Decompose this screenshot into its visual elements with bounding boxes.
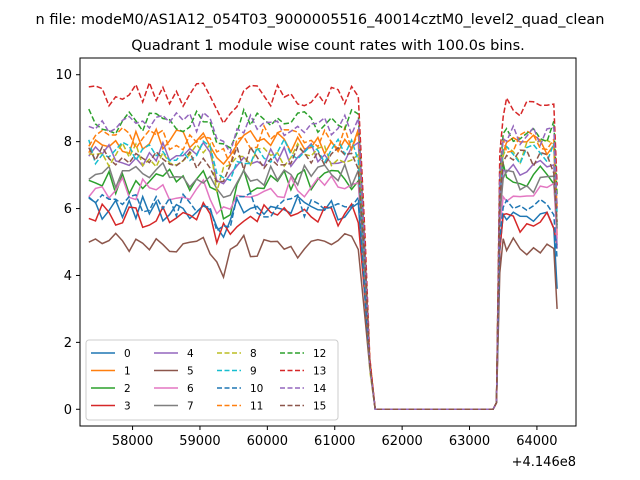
legend-label-8: 8: [250, 348, 257, 360]
y-tick-label: 4: [64, 269, 72, 284]
y-tick-label: 8: [64, 135, 72, 150]
x-tick-label: 62000: [381, 434, 422, 449]
series-line-6: [88, 174, 558, 411]
legend-label-9: 9: [250, 366, 257, 378]
plot-area: [88, 80, 558, 411]
x-tick-label: 61000: [314, 434, 355, 449]
series-line-14: [88, 111, 558, 411]
x-offset-label: +4.146e8: [512, 455, 576, 470]
legend-label-15: 15: [313, 401, 326, 413]
chart-suptitle: n file: modeM0/AS1A12_054T03_9000005516_…: [36, 12, 605, 28]
x-tick-label: 58000: [112, 434, 153, 449]
legend-label-12: 12: [313, 348, 326, 360]
legend-label-2: 2: [124, 383, 131, 395]
y-tick-label: 10: [55, 68, 72, 83]
chart-title: Quadrant 1 module wise count rates with …: [131, 38, 525, 54]
legend-label-4: 4: [187, 348, 194, 360]
legend-label-13: 13: [313, 366, 326, 378]
legend-label-0: 0: [124, 348, 131, 360]
series-line-5: [88, 232, 558, 411]
series-line-15: [88, 144, 558, 411]
series-line-8: [88, 139, 558, 411]
series-line-13: [88, 80, 558, 411]
x-axis: 58000 59000 60000 61000 62000 63000 64000: [112, 426, 558, 449]
legend-box: [85, 339, 339, 421]
series-line-9: [88, 137, 558, 411]
series-line-10: [88, 192, 558, 411]
legend-label-6: 6: [187, 383, 194, 395]
axes-frame: [79, 57, 577, 427]
series-line-3: [88, 201, 558, 411]
legend-label-1: 1: [124, 366, 131, 378]
x-tick-label: 59000: [179, 434, 220, 449]
legend-label-11: 11: [250, 401, 263, 413]
x-tick-label: 60000: [247, 434, 288, 449]
y-tick-label: 2: [64, 336, 72, 351]
x-tick-label: 64000: [516, 434, 557, 449]
legend-label-3: 3: [124, 401, 131, 413]
series-line-7: [88, 161, 558, 411]
legend-label-5: 5: [187, 366, 194, 378]
y-tick-label: 0: [64, 403, 72, 418]
y-axis: 0 2 4 6 8 10: [55, 68, 80, 418]
legend-label-14: 14: [313, 383, 327, 395]
legend-label-10: 10: [250, 383, 263, 395]
legend-label-7: 7: [187, 401, 194, 413]
x-tick-label: 63000: [449, 434, 490, 449]
y-tick-label: 6: [64, 202, 72, 217]
